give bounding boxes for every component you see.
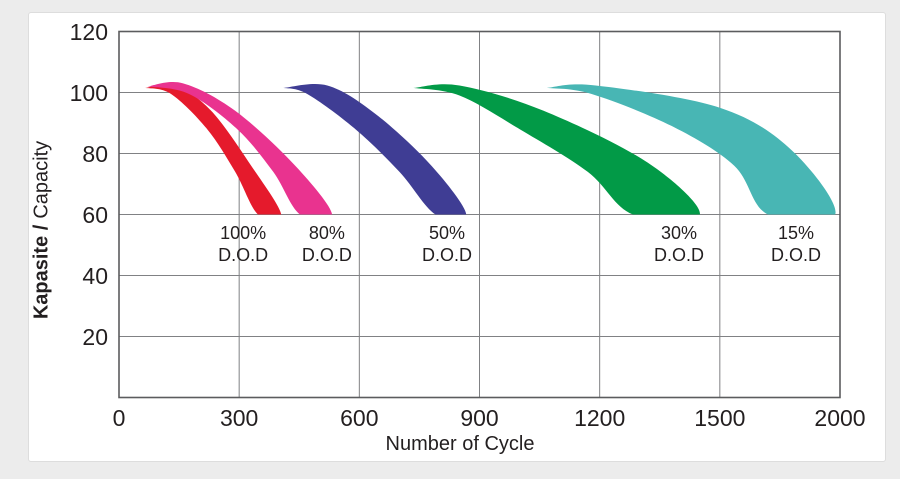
- capacity-band: [413, 84, 700, 215]
- capacity-bands: [145, 82, 836, 215]
- x-tick-label: 1500: [694, 405, 746, 431]
- y-tick-label: 80: [82, 140, 108, 167]
- dod-label: 50% D.O.D: [422, 223, 473, 265]
- y-tick-label: 60: [82, 201, 108, 228]
- y-tick-label: 20: [82, 323, 108, 350]
- plot-border: [118, 30, 841, 399]
- capacity-band: [546, 84, 836, 215]
- x-tick-label: 2000: [814, 405, 866, 431]
- dod-label: 80% D.O.D: [301, 223, 352, 265]
- x-tick-label: 0: [112, 405, 126, 431]
- x-tick-label: 1200: [574, 405, 626, 431]
- x-tick-label: 600: [340, 405, 379, 431]
- capacity-band: [147, 82, 333, 215]
- x-tick-label: 900: [460, 405, 499, 431]
- dod-label: 15% D.O.D: [771, 223, 822, 265]
- y-axis-title: Kapasite /Capacity: [31, 141, 54, 319]
- y-tick-label: 120: [69, 18, 108, 45]
- x-axis-title: Number of Cycle: [385, 433, 535, 455]
- y-tick-label: 40: [82, 262, 108, 289]
- dod-label: 100% D.O.D: [218, 223, 269, 265]
- capacity-band: [145, 84, 282, 215]
- capacity-band: [283, 83, 467, 215]
- y-tick-label: 100: [69, 79, 108, 106]
- grid-lines: [118, 31, 841, 398]
- x-tick-label: 300: [219, 405, 259, 431]
- dod-label: 30% D.O.D: [653, 223, 704, 265]
